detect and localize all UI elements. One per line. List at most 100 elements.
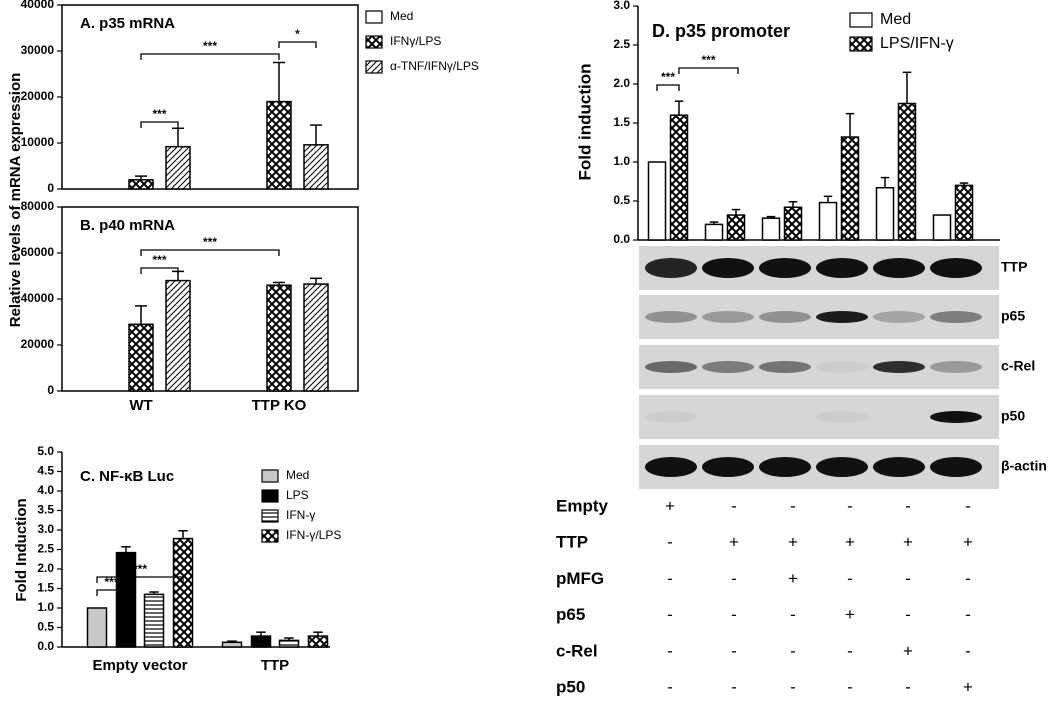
x-tick-label: TTP — [261, 657, 289, 674]
significance-bracket — [140, 121, 179, 128]
blot-band — [930, 311, 982, 323]
blot-band — [873, 361, 925, 373]
treatment-label: TTP — [556, 533, 588, 552]
error-bar — [178, 530, 188, 539]
x-tick-label: Empty vector — [92, 657, 187, 674]
y-tick-label: 2.0 — [613, 76, 630, 90]
blot-band — [702, 311, 754, 323]
chart-title: A. p35 mRNA — [80, 15, 175, 32]
treatment-cell: - — [790, 496, 796, 515]
error-bar — [310, 124, 322, 145]
treatment-cell: + — [963, 533, 973, 552]
bar — [704, 223, 724, 241]
chart-title: C. NF-κB Luc — [80, 468, 174, 485]
treatment-label: c-Rel — [556, 641, 598, 660]
error-bar — [902, 71, 912, 104]
blot-band — [645, 411, 697, 423]
treatment-label: p65 — [556, 605, 585, 624]
treatment-cell: + — [845, 533, 855, 552]
treatment-cell: - — [667, 677, 673, 696]
significance-label: *** — [104, 575, 118, 589]
bar — [669, 114, 689, 241]
significance-label: *** — [152, 253, 166, 267]
treatment-cell: - — [731, 569, 737, 588]
bar — [221, 641, 243, 648]
treatment-cell: - — [847, 641, 853, 660]
treatment-cell: + — [788, 569, 798, 588]
error-bar — [959, 182, 969, 186]
bar — [303, 144, 329, 190]
bar — [897, 102, 917, 241]
y-tick-label: 1.0 — [613, 154, 630, 168]
y-tick-label: 2.5 — [613, 37, 630, 51]
y-tick-label: 0.5 — [37, 620, 54, 634]
legend-swatch — [365, 60, 383, 74]
y-tick-label: 20000 — [21, 337, 55, 351]
blot-band — [873, 311, 925, 323]
treatment-cell: - — [790, 677, 796, 696]
blot-band — [816, 258, 868, 278]
treatment-cell: + — [665, 496, 675, 515]
significance-bracket — [96, 576, 184, 583]
treatment-cell: - — [667, 533, 673, 552]
bar — [954, 184, 974, 241]
significance-bracket — [278, 41, 317, 48]
legend-swatch — [261, 529, 279, 543]
legend-label: LPS/IFN-γ — [880, 35, 954, 52]
bar — [783, 206, 803, 241]
error-bar — [310, 277, 322, 285]
blot-band — [702, 258, 754, 278]
y-axis-label: Fold Induction — [13, 498, 30, 601]
chart-title: B. p40 mRNA — [80, 217, 175, 234]
y-tick-label: 3.5 — [37, 503, 54, 517]
blot-band — [759, 311, 811, 323]
bar — [86, 607, 108, 648]
y-tick-label: 0 — [47, 181, 54, 195]
y-tick-label: 2.0 — [37, 561, 54, 575]
bar — [165, 145, 191, 190]
y-tick-label: 60000 — [21, 245, 55, 259]
bar — [143, 593, 165, 648]
treatment-cell: - — [847, 496, 853, 515]
blot-band — [759, 457, 811, 477]
y-tick-label: 4.5 — [37, 464, 54, 478]
treatment-cell: + — [963, 677, 973, 696]
blot-label: TTP — [1001, 259, 1027, 275]
y-tick-label: 20000 — [21, 89, 55, 103]
y-tick-label: 3.0 — [613, 0, 630, 12]
bar — [165, 279, 191, 392]
y-tick-label: 5.0 — [37, 444, 54, 458]
legend-label: IFN-γ — [286, 508, 315, 522]
treatment-label: Empty — [556, 496, 609, 515]
treatment-cell: - — [731, 641, 737, 660]
y-tick-label: 0.0 — [37, 639, 54, 653]
blot-band — [759, 361, 811, 373]
blot-band — [645, 258, 697, 278]
error-bar — [121, 546, 131, 553]
error-bar — [313, 631, 323, 637]
significance-bracket — [140, 53, 280, 60]
treatment-cell: + — [845, 605, 855, 624]
treatment-cell: - — [667, 569, 673, 588]
error-bar — [766, 215, 776, 219]
blot-band — [645, 311, 697, 323]
y-tick-label: 10000 — [21, 135, 55, 149]
legend-swatch — [849, 36, 873, 52]
treatment-cell: - — [965, 496, 971, 515]
legend-swatch — [261, 469, 279, 483]
error-bar — [788, 201, 798, 208]
blot-label: p65 — [1001, 308, 1025, 324]
error-bar — [227, 640, 237, 643]
treatment-label: pMFG — [556, 569, 604, 588]
y-tick-label: 80000 — [21, 199, 55, 213]
y-tick-label: 40000 — [21, 0, 55, 11]
treatment-cell: - — [790, 605, 796, 624]
significance-bracket — [140, 267, 179, 274]
blot-band — [816, 411, 868, 423]
blot-band — [873, 457, 925, 477]
legend-label: IFN-γ/LPS — [286, 528, 341, 542]
blot-band — [873, 258, 925, 278]
blot-band — [759, 258, 811, 278]
legend-label: Med — [286, 468, 309, 482]
